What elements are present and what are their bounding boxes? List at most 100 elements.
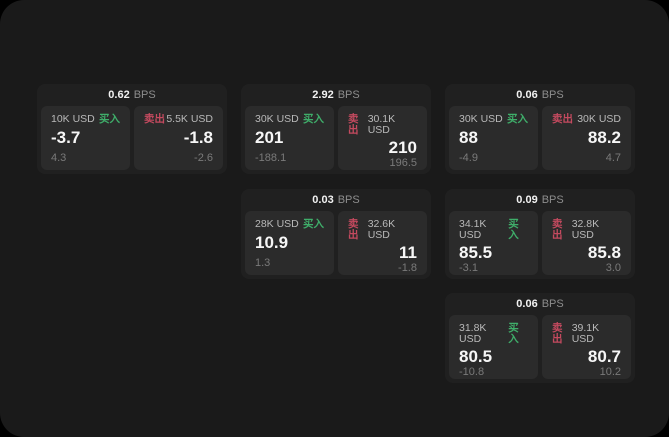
sell-quote-tile[interactable]: 卖出 32.6K USD 11 -1.8 [338,211,427,275]
sell-amount: 39.1K USD [571,322,600,345]
buy-side-label: 买入 [303,113,324,125]
sell-quote-tile[interactable]: 卖出 39.1K USD 80.7 10.2 [542,315,631,379]
sell-side-label: 卖出 [144,113,165,125]
sell-tile-top: 卖出 32.8K USD [552,219,621,240]
sell-delta: 10.2 [599,365,621,378]
buy-delta: -3.1 [459,261,478,274]
buy-delta: -188.1 [255,152,287,164]
spread-header: 0.03 BPS [241,189,431,211]
sell-tile-top: 卖出 30K USD [552,114,621,125]
buy-delta: -4.9 [459,152,478,164]
sell-tile-top: 卖出 32.6K USD [348,219,417,240]
sell-price: -1.8 [183,127,213,147]
quote-panels: 31.8K USD 买入 80.5 -10.8 卖出 39.1K USD 80.… [445,315,635,383]
buy-tile-top: 30K USD 买入 [459,114,528,125]
quote-card-6: 0.06 BPS 31.8K USD 买入 80.5 -10.8 卖出 39.1… [445,293,635,383]
sell-tile-top: 卖出 5.5K USD [144,114,213,125]
buy-quote-tile[interactable]: 28K USD 买入 10.9 1.3 [245,211,334,275]
buy-side-label: 买入 [507,113,528,125]
sell-tile-top: 卖出 30.1K USD [348,114,417,135]
sell-amount: 32.8K USD [571,218,600,241]
sell-amount: 30.1K USD [367,113,396,136]
spread-value: 0.06 [516,297,538,310]
buy-quote-tile[interactable]: 10K USD 买入 -3.7 4.3 [41,106,130,170]
spread-header: 2.92 BPS [241,84,431,106]
quote-card-4: 0.03 BPS 28K USD 买入 10.9 1.3 卖出 32.6K US… [241,189,431,279]
sell-delta: 196.5 [389,156,417,169]
quote-card-2: 2.92 BPS 30K USD 买入 201 -188.1 卖出 30.1K … [241,84,431,174]
sell-delta: -1.8 [398,261,417,274]
buy-delta: 1.3 [255,257,271,269]
buy-quote-tile[interactable]: 31.8K USD 买入 80.5 -10.8 [449,315,538,379]
buy-delta: 4.3 [51,152,67,164]
spread-value: 0.62 [108,88,130,101]
sell-price: 11 [399,243,417,262]
spread-unit-label: BPS [133,88,156,101]
spread-unit-label: BPS [541,193,564,206]
buy-quote-tile[interactable]: 30K USD 买入 201 -188.1 [245,106,334,170]
quote-card-1: 0.62 BPS 10K USD 买入 -3.7 4.3 卖出 5.5K USD… [37,84,227,174]
sell-quote-tile[interactable]: 卖出 30K USD 88.2 4.7 [542,106,631,170]
quote-panels: 10K USD 买入 -3.7 4.3 卖出 5.5K USD -1.8 -2.… [37,106,227,174]
sell-amount: 5.5K USD [166,113,213,125]
buy-price: 10.9 [255,232,289,252]
buy-quote-tile[interactable]: 30K USD 买入 88 -4.9 [449,106,538,170]
buy-price: 88 [459,127,478,147]
spread-value: 0.09 [516,193,538,206]
spread-value: 2.92 [312,88,334,101]
quote-card-5: 0.09 BPS 34.1K USD 买入 85.5 -3.1 卖出 32.8K… [445,189,635,279]
buy-side-label: 买入 [508,218,519,241]
sell-delta: 3.0 [605,261,621,274]
sell-price: 88.2 [587,127,621,147]
buy-tile-top: 28K USD 买入 [255,219,324,230]
sell-side-label: 卖出 [348,218,359,241]
buy-amount: 28K USD [255,218,299,230]
buy-price: 80.5 [459,347,493,366]
buy-side-label: 买入 [303,218,324,230]
spread-header: 0.09 BPS [445,189,635,211]
buy-tile-top: 34.1K USD 买入 [459,219,528,240]
sell-price: 80.7 [587,347,621,366]
buy-side-label: 买入 [99,113,120,125]
buy-amount: 10K USD [51,113,95,125]
quote-panels: 30K USD 买入 88 -4.9 卖出 30K USD 88.2 4.7 [445,106,635,174]
buy-amount: 31.8K USD [459,322,487,345]
quote-panels: 30K USD 买入 201 -188.1 卖出 30.1K USD 210 1… [241,106,431,174]
sell-delta: 4.7 [605,152,621,164]
buy-side-label: 买入 [508,322,519,345]
sell-price: 210 [388,138,417,157]
buy-price: 201 [255,127,284,147]
buy-amount: 34.1K USD [459,218,487,241]
spread-header: 0.06 BPS [445,84,635,106]
spread-value: 0.06 [516,88,538,101]
buy-quote-tile[interactable]: 34.1K USD 买入 85.5 -3.1 [449,211,538,275]
sell-quote-tile[interactable]: 卖出 5.5K USD -1.8 -2.6 [134,106,223,170]
sell-side-label: 卖出 [552,218,563,241]
buy-price: -3.7 [51,127,81,147]
sell-amount: 32.6K USD [367,218,396,241]
spread-header: 0.06 BPS [445,293,635,315]
sell-delta: -2.6 [194,152,213,164]
buy-price: 85.5 [459,243,493,262]
buy-delta: -10.8 [459,365,485,378]
sell-tile-top: 卖出 39.1K USD [552,323,621,344]
sell-side-label: 卖出 [552,322,563,345]
buy-amount: 30K USD [255,113,299,125]
sell-side-label: 卖出 [348,113,359,136]
sell-quote-tile[interactable]: 卖出 32.8K USD 85.8 3.0 [542,211,631,275]
sell-amount: 30K USD [577,113,621,125]
sell-quote-tile[interactable]: 卖出 30.1K USD 210 196.5 [338,106,427,170]
buy-tile-top: 31.8K USD 买入 [459,323,528,344]
quote-panels: 34.1K USD 买入 85.5 -3.1 卖出 32.8K USD 85.8… [445,211,635,279]
spread-value: 0.03 [312,193,334,206]
sell-side-label: 卖出 [552,113,573,125]
buy-tile-top: 10K USD 买入 [51,114,120,125]
spread-header: 0.62 BPS [37,84,227,106]
spread-unit-label: BPS [337,88,360,101]
spread-unit-label: BPS [337,193,360,206]
quote-panels: 28K USD 买入 10.9 1.3 卖出 32.6K USD 11 -1.8 [241,211,431,279]
buy-tile-top: 30K USD 买入 [255,114,324,125]
spread-unit-label: BPS [541,297,564,310]
sell-price: 85.8 [587,243,621,262]
